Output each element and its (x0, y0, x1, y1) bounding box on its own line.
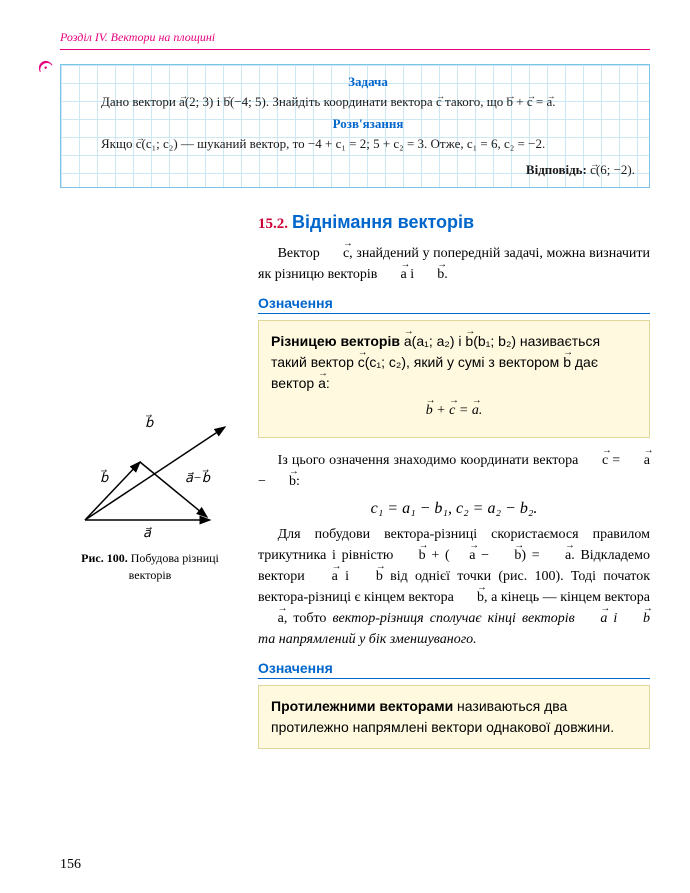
solution-label: Розв'язання (101, 115, 635, 133)
figure-column: b⃗ b⃗ a⃗−b⃗ a⃗ Рис. 100. Побудова різниц… (60, 212, 240, 761)
header-rule (60, 49, 650, 50)
solution-text: Якщо c(c₁; c₂) — шуканий вектор, то −4 +… (101, 135, 635, 153)
def2-term: Протилежними векторами (271, 698, 453, 714)
text-column: 15.2. Віднімання векторів Вектор c, знай… (258, 212, 650, 761)
paragraph-2: Із цього означення знаходимо координати … (258, 450, 650, 492)
figure-100: b⃗ b⃗ a⃗−b⃗ a⃗ (65, 412, 235, 542)
svg-text:b⃗: b⃗ (100, 470, 109, 485)
figure-caption: Рис. 100. Побудова різниці векторів (60, 550, 240, 584)
svg-text:a⃗: a⃗ (143, 525, 152, 540)
section-title: Віднімання векторів (292, 212, 474, 232)
definition-box-1: Різницею векторів a(a₁; a₂) і b(b₁; b₂) … (258, 320, 650, 438)
para3-emphasis: вектор-різниця сполучає кінці векторів a… (258, 611, 650, 647)
def1-formula: b + c = a. (271, 400, 637, 421)
section-number: 15.2. (258, 216, 288, 232)
main-content: b⃗ b⃗ a⃗−b⃗ a⃗ Рис. 100. Побудова різниц… (60, 212, 650, 761)
definition-rule-2 (258, 678, 650, 679)
section-heading: 15.2. Віднімання векторів (258, 212, 650, 233)
definition-box-2: Протилежними векторами називаються два п… (258, 685, 650, 749)
definition-rule-1 (258, 313, 650, 314)
svg-text:a⃗−b⃗: a⃗−b⃗ (185, 470, 211, 485)
answer-value: c(6; −2). (590, 162, 635, 177)
paperclip-icon: 𝄐 (34, 54, 56, 77)
page-number: 156 (60, 857, 81, 873)
answer-row: Відповідь: c(6; −2). (101, 161, 635, 179)
answer-label: Відповідь: (526, 162, 587, 177)
definition-label-2: Означення (258, 660, 650, 676)
definition-label-1: Означення (258, 295, 650, 311)
paragraph-3: Для побудови вектора-різниці скористаємо… (258, 524, 650, 650)
paragraph-1: Вектор c, знайдений у попередній задачі,… (258, 243, 650, 285)
formula-2: c₁ = a₁ − b₁, c₂ = a₂ − b₂. (258, 500, 650, 518)
svg-text:b⃗: b⃗ (145, 415, 154, 430)
problem-box: 𝄐 Задача Дано вектори a(2; 3) і b(−4; 5)… (60, 64, 650, 188)
task-text: Дано вектори a(2; 3) і b(−4; 5). Знайдіт… (101, 93, 635, 111)
def1-term: Різницею векторів (271, 333, 400, 349)
chapter-header: Розділ IV. Вектори на площині (60, 30, 650, 45)
